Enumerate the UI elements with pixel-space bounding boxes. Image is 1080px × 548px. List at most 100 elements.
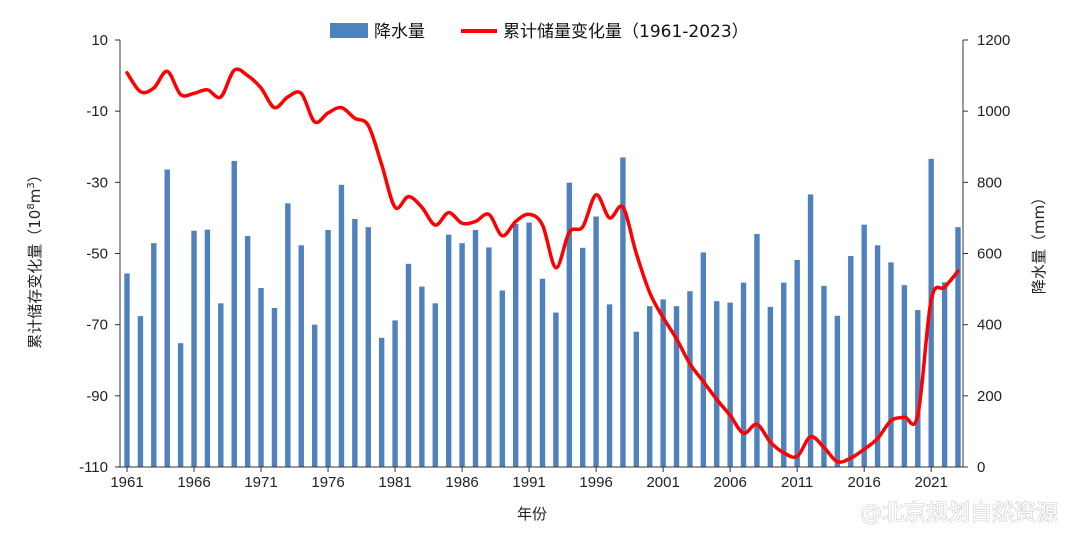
precipitation-bar-1990: [512, 223, 519, 467]
y-left-title-sup2: 3: [26, 182, 37, 188]
precipitation-bar-2018: [888, 262, 894, 467]
precipitation-bar-1961: [124, 273, 130, 467]
precipitation-bar-2020: [915, 310, 921, 467]
legend-label-precipitation: 降水量: [374, 22, 425, 42]
precipitation-bar-1966: [191, 230, 197, 467]
tick-labels: 10 -10 -30 -50 -70 -90 -110 1200 1000 800 600 400 20…: [79, 32, 1010, 491]
precipitation-bar-2007: [740, 282, 747, 467]
precipitation-bar-2015: [848, 255, 854, 467]
x-tick-label: 2016: [847, 474, 880, 491]
x-tick-label: 2001: [646, 474, 679, 491]
precipitation-bar-2000: [647, 306, 653, 467]
precipitation-bar-1973: [285, 203, 291, 467]
precipitation-bar-1999: [633, 331, 640, 467]
precipitation-bar-1969: [231, 160, 237, 468]
legend: 降水量 累计储量变化量（1961-2023）: [330, 22, 749, 42]
precipitation-bar-1964: [164, 169, 170, 467]
precipitation-bar-2002: [673, 306, 680, 467]
precipitation-bar-1989: [499, 290, 505, 467]
precipitation-bar-2022: [941, 282, 948, 467]
precipitation-bar-2010: [781, 282, 787, 467]
x-tick-label: 2011: [781, 474, 813, 491]
precipitation-bar-2001: [660, 299, 666, 467]
precipitation-bar-1986: [459, 243, 465, 467]
precipitation-bar-1985: [445, 234, 452, 467]
precipitation-bar-2019: [901, 285, 908, 467]
y-left-title-part2: m: [26, 189, 44, 204]
precipitation-bar-2017: [874, 245, 881, 467]
precipitation-bar-1983: [419, 286, 425, 467]
precipitation-bar-1991: [526, 222, 532, 467]
precipitation-bar-1975: [311, 324, 318, 467]
precipitation-bar-1978: [352, 218, 358, 467]
y-right-axis-title: 降水量（mm）: [1030, 190, 1048, 294]
x-tick-label: 1976: [311, 474, 344, 491]
precipitation-bar-1988: [486, 247, 492, 467]
precipitation-bar-2014: [834, 315, 841, 467]
precipitation-bar-2008: [754, 233, 760, 467]
precipitation-bar-1970: [244, 236, 251, 467]
y-left-tick-label: -10: [86, 103, 108, 120]
precipitation-bar-1980: [378, 337, 385, 467]
precipitation-bar-2013: [821, 285, 827, 467]
x-tick-label: 1966: [177, 474, 210, 491]
legend-bar-swatch: [330, 23, 368, 38]
x-tick-label: 1981: [378, 474, 411, 491]
precipitation-bar-1992: [539, 278, 546, 467]
watermark: @北京规划自然资源: [860, 501, 1058, 526]
storage-line-layer: [125, 67, 960, 464]
precipitation-bar-1967: [204, 229, 211, 467]
precipitation-bar-2011: [794, 259, 800, 467]
precipitation-bar-1974: [298, 245, 304, 467]
precipitation-bar-1976: [325, 230, 331, 467]
storage-change-line: [125, 67, 960, 464]
y-left-tick-label: -90: [86, 388, 108, 405]
precipitation-bar-2006: [727, 302, 733, 467]
y-left-title-part3: ）: [26, 167, 44, 182]
precipitation-bar-2021: [928, 158, 934, 467]
precipitation-bar-2004: [700, 252, 707, 467]
precipitation-bar-1981: [392, 320, 398, 467]
precipitation-bar-1997: [606, 304, 613, 467]
precipitation-bar-2005: [714, 301, 720, 467]
precipitation-bar-2012: [807, 194, 814, 467]
y-left-tick-label: -110: [79, 459, 108, 476]
x-tick-label: 1961: [110, 474, 143, 491]
x-tick-label: 1986: [445, 474, 478, 491]
precipitation-bar-1996: [593, 216, 599, 467]
y-left-tick-label: -50: [86, 246, 108, 263]
precipitation-bar-1987: [472, 230, 479, 467]
y-right-tick-label: 400: [977, 317, 1002, 334]
y-right-tick-label: 1000: [977, 103, 1010, 120]
x-tick-label: 1971: [244, 474, 277, 491]
x-tick-label: 1996: [579, 474, 612, 491]
y-left-tick-label: 10: [91, 32, 108, 49]
precipitation-bar-1971: [258, 288, 264, 467]
y-right-tick-label: 0: [977, 459, 985, 476]
y-right-tick-label: 1200: [977, 32, 1010, 49]
precipitation-bar-2003: [687, 291, 693, 467]
y-left-title-sup1: 8: [26, 203, 37, 209]
precipitation-bar-2016: [861, 224, 867, 467]
precipitation-bars: [124, 157, 961, 468]
precipitation-bar-1979: [365, 227, 371, 467]
y-right-tick-label: 200: [977, 388, 1002, 405]
precipitation-bar-1998: [620, 157, 626, 467]
precipitation-bar-1993: [553, 312, 559, 467]
precipitation-bar-2009: [767, 306, 774, 468]
x-tick-label: 2021: [915, 474, 948, 491]
precipitation-bar-1962: [137, 316, 144, 467]
y-left-tick-label: -30: [86, 174, 108, 191]
y-left-title-part1: 累计储存变化量（10: [26, 210, 44, 349]
precipitation-bar-1982: [405, 263, 412, 467]
y-right-tick-label: 800: [977, 174, 1002, 191]
x-tick-label: 1991: [512, 474, 545, 491]
x-axis-title: 年份: [517, 505, 547, 523]
precipitation-bar-1994: [566, 182, 573, 467]
precipitation-bar-1984: [432, 303, 438, 467]
precipitation-bar-1965: [177, 343, 184, 467]
x-tick-label: 2006: [713, 474, 746, 491]
precipitation-bar-2023: [955, 227, 961, 467]
y-left-tick-label: -70: [86, 317, 108, 334]
